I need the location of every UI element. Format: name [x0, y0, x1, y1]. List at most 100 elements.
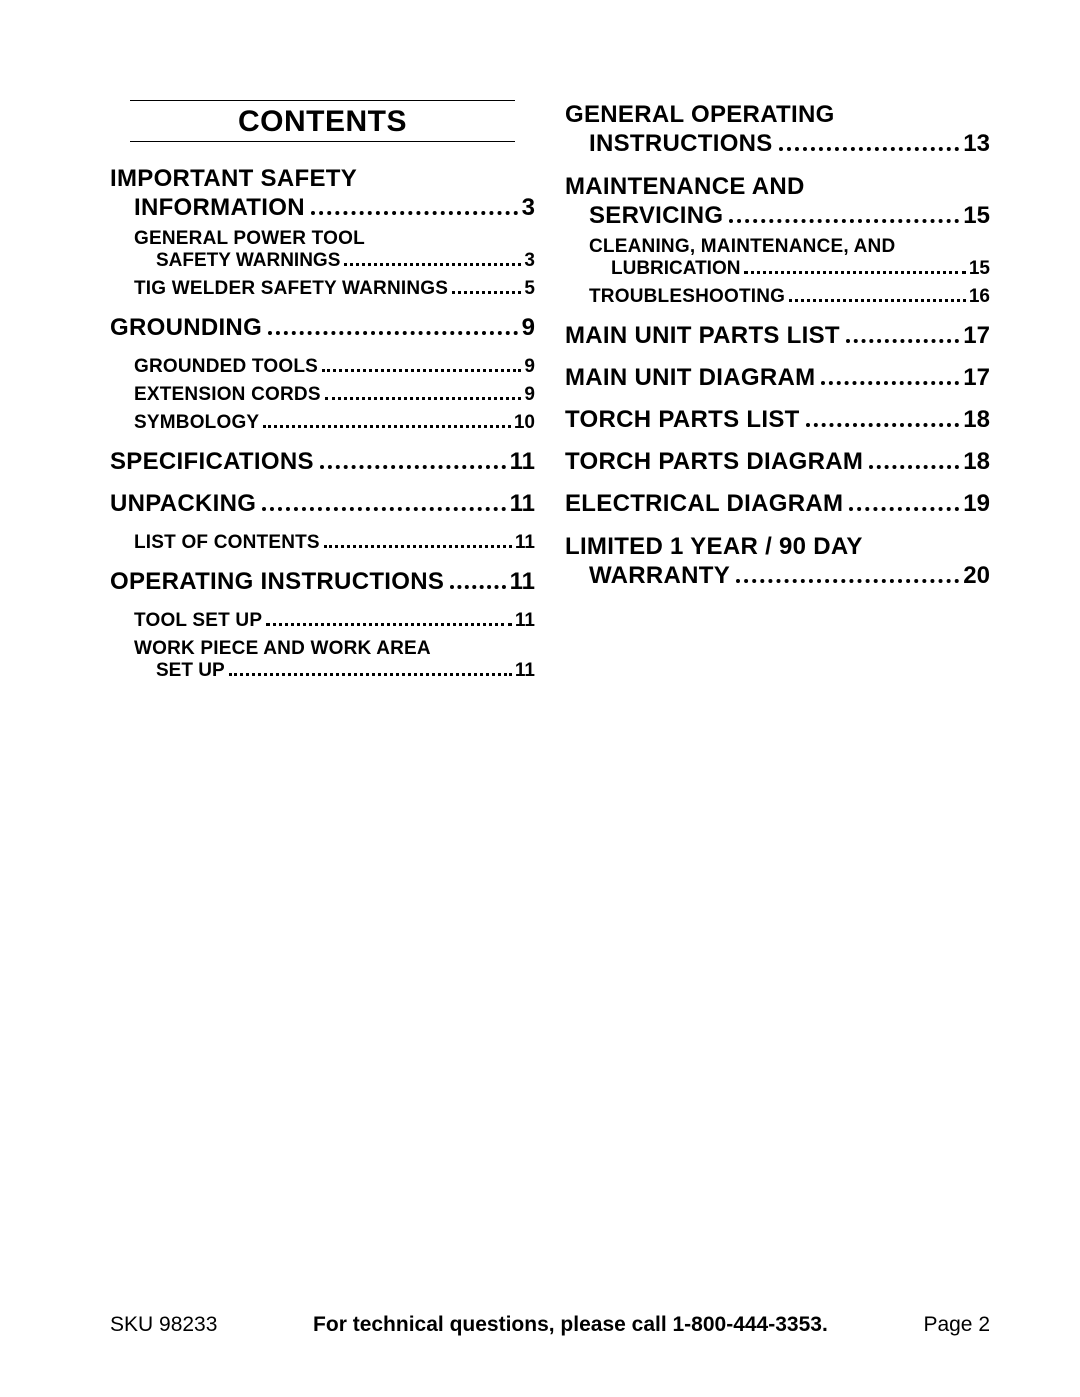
toc-subentry: WORK PIECE AND WORK AREASET UP 11 [110, 638, 535, 682]
toc-subentry-row: SET UP 11 [134, 660, 535, 682]
toc-section-page: 18 [963, 406, 990, 434]
toc-section-label: OPERATING INSTRUCTIONS [110, 568, 444, 596]
toc-subentry-label: GROUNDED TOOLS [134, 356, 318, 378]
toc-leader-dots [322, 369, 521, 372]
toc-leader-dots [320, 465, 506, 469]
toc-leader-dots [849, 507, 959, 511]
toc-subentry-label: SYMBOLOGY [134, 412, 259, 434]
toc-section-row: MAIN UNIT PARTS LIST17 [565, 322, 990, 350]
toc-section-page: 13 [963, 130, 990, 158]
toc-section-label: TORCH PARTS LIST [565, 406, 800, 434]
toc-section-page: 17 [963, 322, 990, 350]
toc-subentry: GROUNDED TOOLS 9 [110, 356, 535, 378]
toc-section-page: 11 [510, 568, 535, 596]
toc-section-head: IMPORTANT SAFETYINFORMATION 3 [110, 164, 535, 222]
toc-subentry: TROUBLESHOOTING 16 [565, 286, 990, 308]
toc-section-page: 20 [963, 562, 990, 590]
toc-section-page: 11 [510, 490, 535, 518]
toc-section: GENERAL OPERATINGINSTRUCTIONS 13 [565, 100, 990, 158]
toc-leader-dots [869, 465, 959, 469]
toc-leader-dots [262, 507, 505, 511]
toc-subentry-label: EXTENSION CORDS [134, 384, 321, 406]
toc-leader-dots [452, 291, 521, 294]
toc-section-label-line2: INSTRUCTIONS [589, 130, 773, 158]
toc-subentry-label: LIST OF CONTENTS [134, 532, 320, 554]
toc-subentry: SYMBOLOGY10 [110, 412, 535, 434]
toc-section-page: 19 [963, 490, 990, 518]
toc-column-right: GENERAL OPERATINGINSTRUCTIONS 13 MAINTENAN… [565, 100, 990, 696]
toc-section: LIMITED 1 YEAR / 90 DAYWARRANTY20 [565, 532, 990, 590]
toc-section-page: 18 [963, 448, 990, 476]
toc-section-label-line2: SERVICING [589, 202, 723, 230]
toc-subentry-label-line1: CLEANING, MAINTENANCE, AND [589, 236, 990, 258]
toc-subentry-label-line2: SET UP [156, 660, 225, 682]
toc-section-label: TORCH PARTS DIAGRAM [565, 448, 863, 476]
toc-column-left: CONTENTS IMPORTANT SAFETYINFORMATION3GEN… [110, 100, 535, 696]
toc-section: MAIN UNIT DIAGRAM17 [565, 364, 990, 392]
toc-section-page: 3 [522, 194, 535, 222]
toc-section-page: 9 [522, 314, 535, 342]
toc-section: SPECIFICATIONS11 [110, 448, 535, 476]
toc-subentry-label: TROUBLESHOOTING [589, 286, 785, 308]
toc-subentry-page: 11 [515, 660, 535, 682]
footer-page-number: Page 2 [923, 1313, 990, 1337]
toc-subentry: LIST OF CONTENTS11 [110, 532, 535, 554]
toc-section-label-line1: IMPORTANT SAFETY [110, 164, 535, 194]
toc-leader-dots [450, 585, 505, 589]
toc-section: MAINTENANCE ANDSERVICING15CLEANING, MAIN… [565, 172, 990, 308]
toc-subentry-label-line1: WORK PIECE AND WORK AREA [134, 638, 535, 660]
toc-section-head: MAINTENANCE ANDSERVICING15 [565, 172, 990, 230]
toc-subentry-page: 9 [524, 356, 535, 378]
toc-section-page: 17 [963, 364, 990, 392]
toc-section: GROUNDING9GROUNDED TOOLS9EXTENSION CORDS… [110, 314, 535, 434]
toc-section-row: INSTRUCTIONS 13 [565, 130, 990, 158]
toc-subentry: CLEANING, MAINTENANCE, ANDLUBRICATION 15 [565, 236, 990, 280]
toc-leader-dots [324, 545, 512, 548]
toc-section: IMPORTANT SAFETYINFORMATION3GENERAL POWE… [110, 164, 535, 300]
toc-section-row: MAIN UNIT DIAGRAM17 [565, 364, 990, 392]
toc-section-row: WARRANTY 20 [565, 562, 990, 590]
toc-subentry: EXTENSION CORDS9 [110, 384, 535, 406]
toc-subentry-label: TIG WELDER SAFETY WARNINGS [134, 278, 448, 300]
toc-subentry-label: TOOL SET UP [134, 610, 262, 632]
toc-section-row: OPERATING INSTRUCTIONS 11 [110, 568, 535, 596]
toc-leader-dots [846, 339, 959, 343]
toc-subentry-label-line2: SAFETY WARNINGS [156, 250, 340, 272]
toc-subentry: TOOL SET UP 11 [110, 610, 535, 632]
contents-title-rule: CONTENTS [130, 100, 515, 142]
toc-leader-dots [266, 623, 512, 626]
toc-leader-dots [263, 425, 511, 428]
footer-support: For technical questions, please call 1-8… [217, 1313, 923, 1337]
toc-section-row: TORCH PARTS LIST 18 [565, 406, 990, 434]
footer-sku: SKU 98233 [110, 1313, 217, 1337]
toc-section-label-line2: INFORMATION [134, 194, 305, 222]
toc-section-label: ELECTRICAL DIAGRAM [565, 490, 843, 518]
toc-section-row: TORCH PARTS DIAGRAM 18 [565, 448, 990, 476]
toc-subentry-page: 11 [515, 610, 535, 632]
toc-leader-dots [806, 423, 960, 427]
toc-section: TORCH PARTS LIST 18 [565, 406, 990, 434]
toc-section-label: UNPACKING [110, 490, 256, 518]
toc-subentry-page: 5 [524, 278, 535, 300]
toc-leader-dots [779, 147, 960, 151]
toc-leader-dots [821, 381, 959, 385]
toc-subentry-page: 3 [524, 250, 535, 272]
toc-section-row: UNPACKING 11 [110, 490, 535, 518]
toc-section-page: 11 [510, 448, 535, 476]
toc-subentry-page: 16 [969, 286, 990, 308]
toc-subentry-label-line2: LUBRICATION [611, 258, 740, 280]
toc-leader-dots [789, 299, 966, 302]
toc-columns: CONTENTS IMPORTANT SAFETYINFORMATION 3 GEN… [110, 100, 990, 696]
toc-section-label-line2: WARRANTY [589, 562, 730, 590]
document-page: CONTENTS IMPORTANT SAFETYINFORMATION 3 GEN… [0, 0, 1080, 696]
page-footer: SKU 98233 For technical questions, pleas… [110, 1313, 990, 1337]
toc-section-label-line1: MAINTENANCE AND [565, 172, 990, 202]
toc-section-row: INFORMATION 3 [110, 194, 535, 222]
toc-section-label-line1: GENERAL OPERATING [565, 100, 990, 130]
toc-leader-dots [311, 211, 518, 215]
toc-leader-dots [744, 271, 965, 274]
toc-subentry: GENERAL POWER TOOLSAFETY WARNINGS3 [110, 228, 535, 272]
toc-subentry-row: LUBRICATION 15 [589, 258, 990, 280]
toc-section-row: SPECIFICATIONS11 [110, 448, 535, 476]
toc-subentry-page: 15 [969, 258, 990, 280]
